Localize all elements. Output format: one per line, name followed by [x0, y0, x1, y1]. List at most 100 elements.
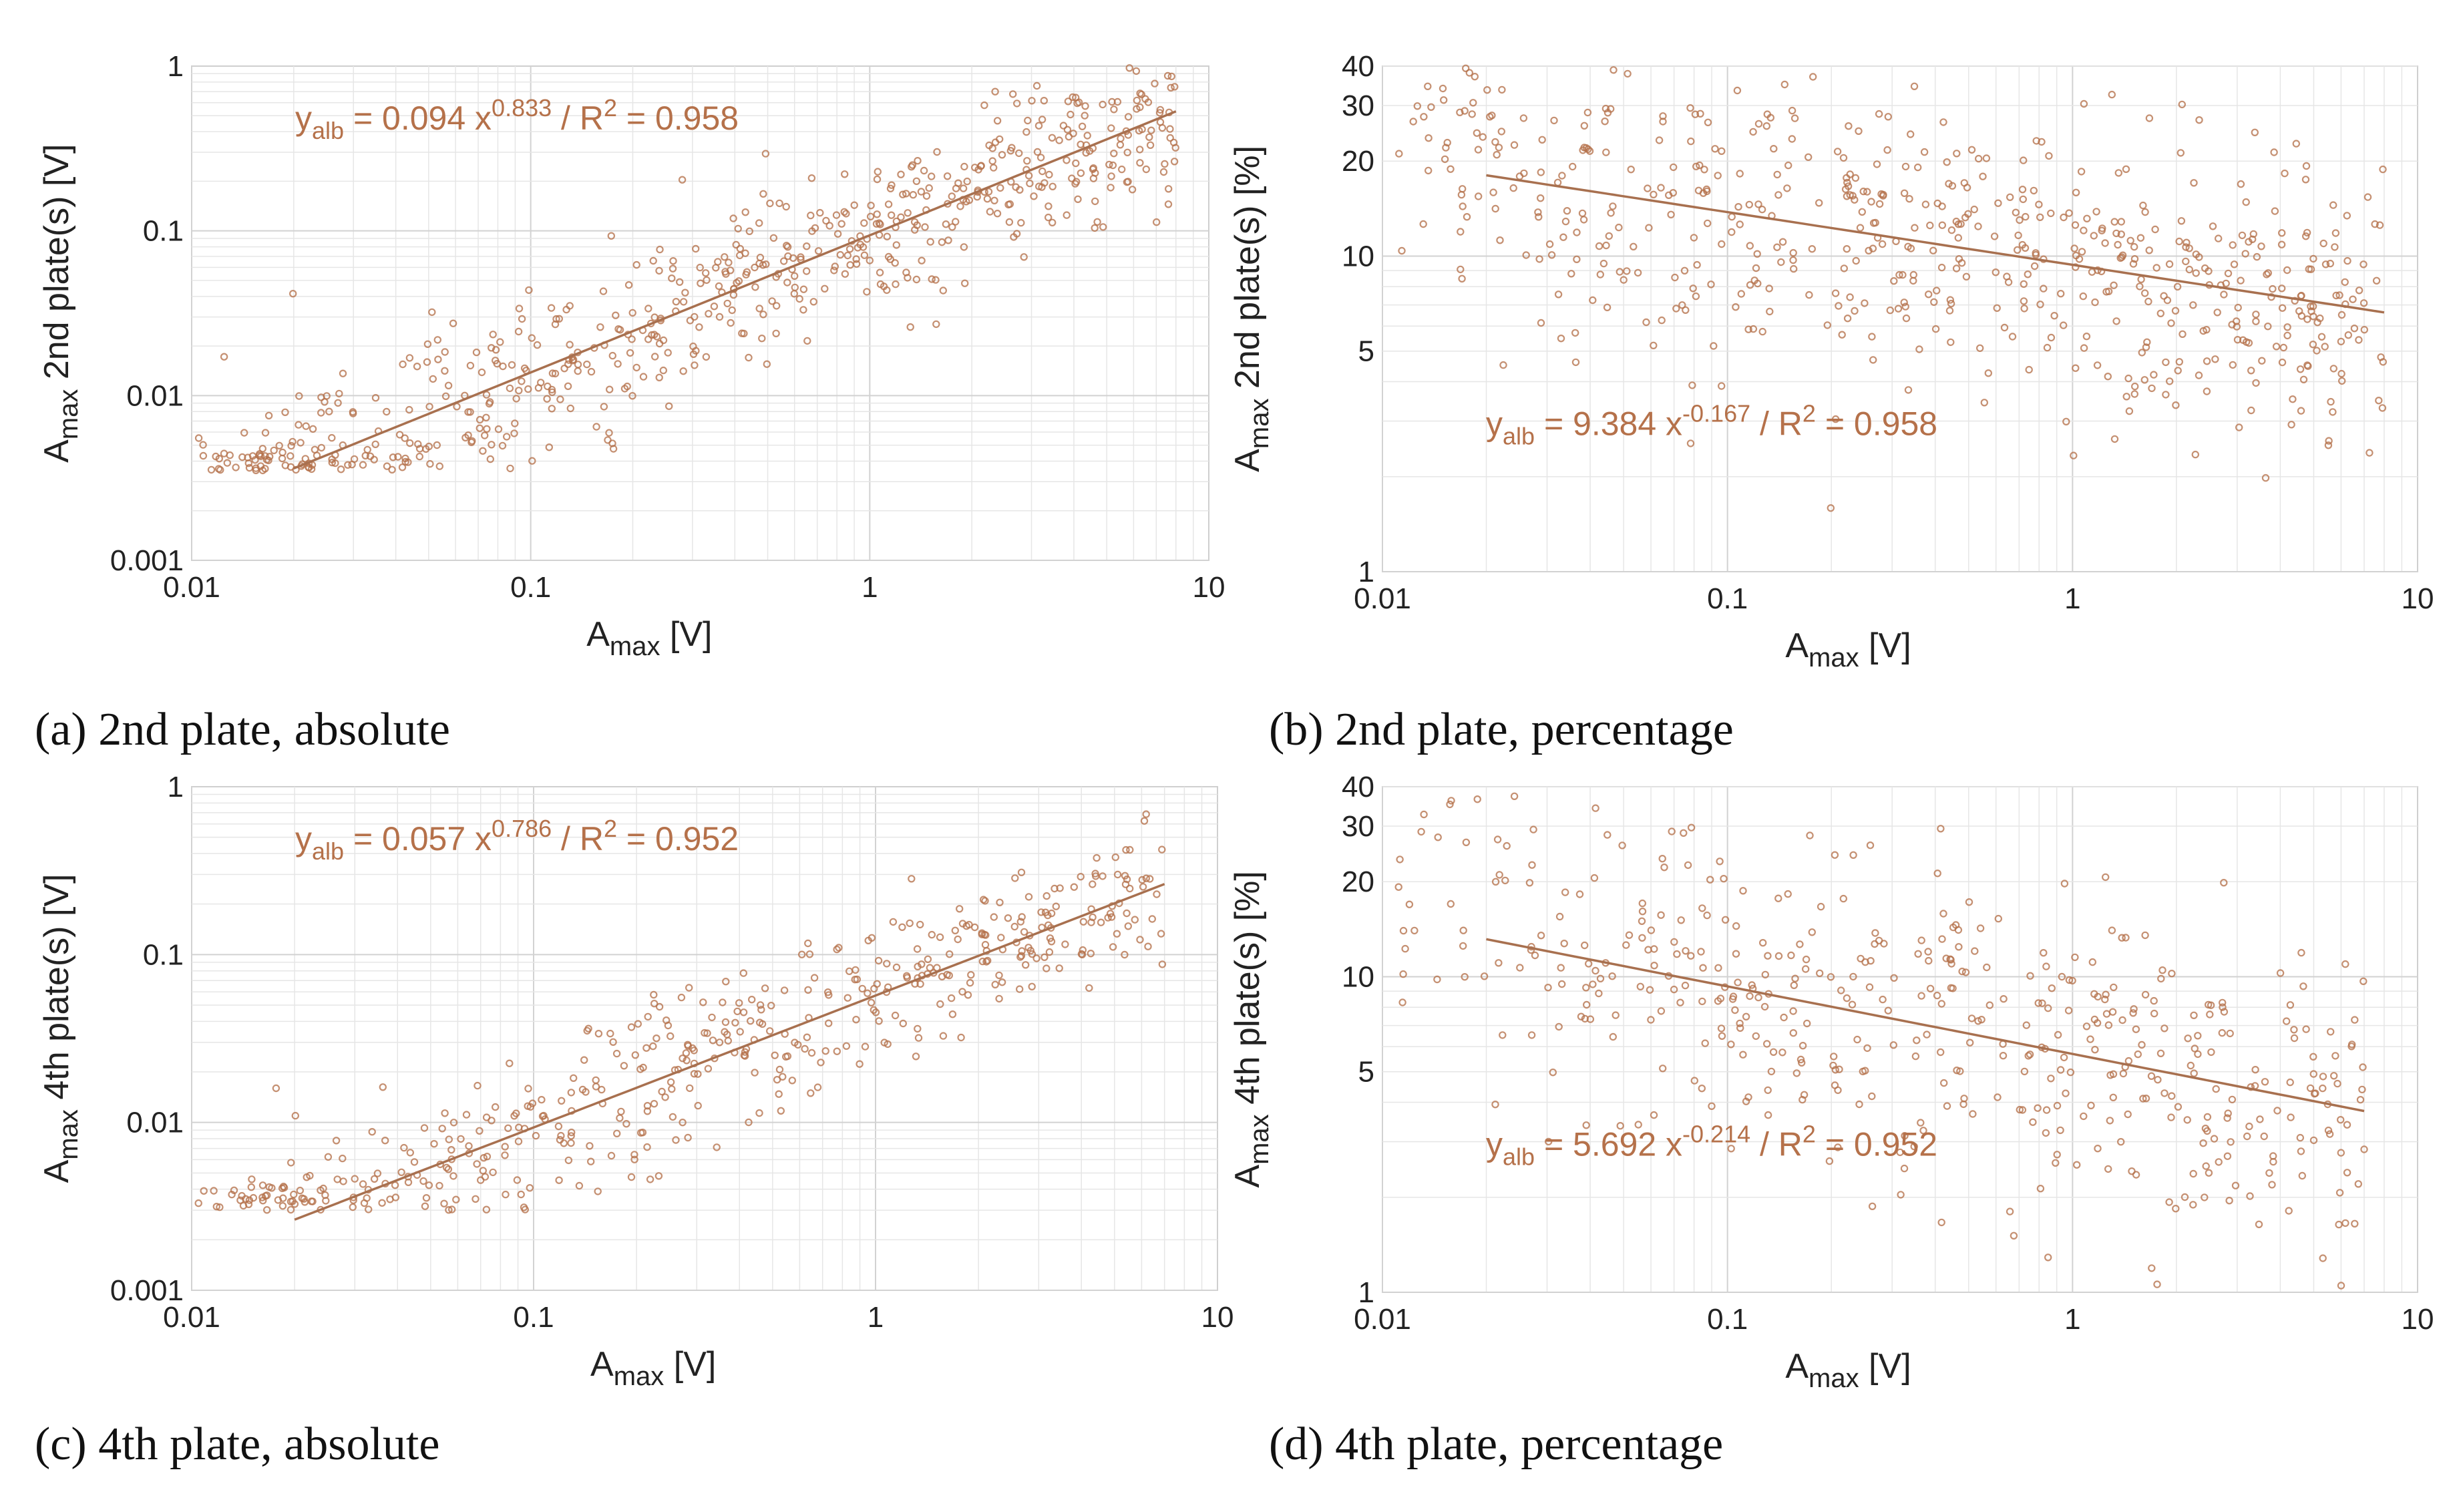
- scatter-point: [639, 1063, 647, 1072]
- scatter-point: [867, 202, 875, 210]
- eq-r-exponent: 2: [604, 94, 617, 122]
- scatter-point: [2171, 307, 2180, 315]
- scatter-point: [423, 340, 432, 348]
- x-axis-label-unit: [V]: [1859, 1347, 1911, 1386]
- scatter-point: [1718, 1032, 1726, 1041]
- scatter-point: [1399, 970, 1407, 978]
- scatter-point: [1856, 224, 1865, 232]
- scatter-point: [1752, 1032, 1760, 1041]
- scatter-point: [1919, 1127, 1927, 1135]
- scatter-point: [2283, 323, 2291, 331]
- scatter-point: [2326, 1028, 2335, 1036]
- scatter-point: [1736, 1019, 1744, 1028]
- scatter-point: [2162, 391, 2170, 399]
- scatter-point: [216, 1203, 224, 1211]
- scatter-point: [1777, 258, 1785, 266]
- scatter-point: [371, 440, 379, 449]
- scatter-point: [1395, 150, 1403, 158]
- scatter-point: [1962, 272, 1971, 280]
- scatter-point: [659, 336, 668, 345]
- scatter-point: [1580, 122, 1588, 130]
- scatter-point: [2066, 1068, 2075, 1077]
- scatter-point: [1917, 992, 1925, 1000]
- scatter-point: [1634, 1121, 1642, 1129]
- scatter-point: [2106, 1117, 2114, 1125]
- scatter-point: [612, 311, 620, 319]
- scatter-point: [761, 150, 770, 158]
- scatter-point: [783, 278, 791, 287]
- scatter-point: [756, 1001, 765, 1009]
- scatter-point: [1698, 997, 1706, 1006]
- x-axis-label-main: A: [1785, 1347, 1809, 1386]
- scatter-point: [2047, 209, 2055, 218]
- scatter-point: [914, 1034, 923, 1042]
- scatter-point: [1142, 874, 1151, 882]
- scatter-point: [1171, 144, 1179, 152]
- scatter-point: [1686, 104, 1694, 112]
- scatter-point: [1567, 270, 1575, 278]
- scatter-point: [804, 939, 812, 948]
- scatter-point: [2337, 311, 2346, 319]
- scatter-point: [701, 269, 710, 277]
- scatter-point: [2114, 169, 2122, 177]
- scatter-point: [2104, 373, 2112, 381]
- scatter-point: [928, 930, 936, 939]
- scatter-point: [2252, 317, 2260, 325]
- scatter-point: [978, 957, 987, 966]
- scatter-point: [1581, 1014, 1589, 1023]
- scatter-point: [650, 1099, 658, 1108]
- scatter-point: [467, 438, 476, 447]
- scatter-point: [912, 275, 921, 284]
- scatter-point: [274, 1196, 282, 1204]
- scatter-point: [966, 978, 974, 987]
- scatter-point: [278, 1201, 287, 1210]
- scatter-point: [1765, 285, 1773, 293]
- x-axis-label-unit: [V]: [664, 1345, 716, 1384]
- y-axis-label-main: A: [1228, 1165, 1267, 1188]
- scatter-point: [679, 367, 687, 375]
- scatter-point: [1087, 918, 1095, 926]
- scatter-point: [2279, 343, 2287, 352]
- scatter-point: [1017, 868, 1026, 877]
- scatter-point: [1144, 942, 1152, 950]
- scatter-point: [1018, 913, 1026, 921]
- scatter-point: [1745, 200, 1753, 209]
- scatter-point: [1784, 161, 1792, 170]
- scatter-point: [1843, 994, 1851, 1002]
- scatter-point: [1789, 264, 1798, 273]
- scatter-point: [1732, 303, 1740, 311]
- scatter-point: [833, 1047, 841, 1055]
- scatter-point: [1041, 953, 1049, 962]
- scatter-point: [2060, 1053, 2068, 1062]
- scatter-point: [654, 1172, 663, 1180]
- scatter-point: [2118, 253, 2126, 261]
- scatter-point: [2298, 1171, 2306, 1180]
- scatter-point: [1763, 110, 1771, 118]
- y-axis-label-rest: 2nd plate(s) [V]: [37, 144, 76, 389]
- scatter-point: [2056, 1066, 2065, 1074]
- scatter-point: [2379, 165, 2387, 174]
- scatter-point: [415, 445, 424, 453]
- scatter-point: [1808, 928, 1816, 936]
- scatter-point: [1544, 983, 1552, 992]
- scatter-point: [1945, 307, 1954, 315]
- scatter-point: [1396, 856, 1404, 864]
- scatter-point: [735, 999, 743, 1007]
- scatter-point: [2233, 336, 2242, 344]
- scatter-point: [873, 210, 881, 218]
- scatter-point: [783, 243, 792, 251]
- scatter-point: [1690, 234, 1698, 242]
- scatter-point: [775, 1090, 783, 1098]
- scatter-point: [1967, 1014, 1976, 1022]
- scatter-point: [2329, 201, 2337, 209]
- scatter-point: [2026, 1051, 2034, 1059]
- scatter-point: [2354, 1180, 2362, 1188]
- scatter-point: [567, 1132, 575, 1140]
- scatter-point: [381, 1136, 389, 1145]
- scatter-point: [2359, 299, 2368, 307]
- scatter-point: [2058, 972, 2066, 981]
- scatter-point: [1749, 325, 1758, 333]
- scatter-point: [991, 87, 999, 96]
- scatter-point: [2191, 450, 2199, 459]
- scatter-point: [705, 310, 713, 318]
